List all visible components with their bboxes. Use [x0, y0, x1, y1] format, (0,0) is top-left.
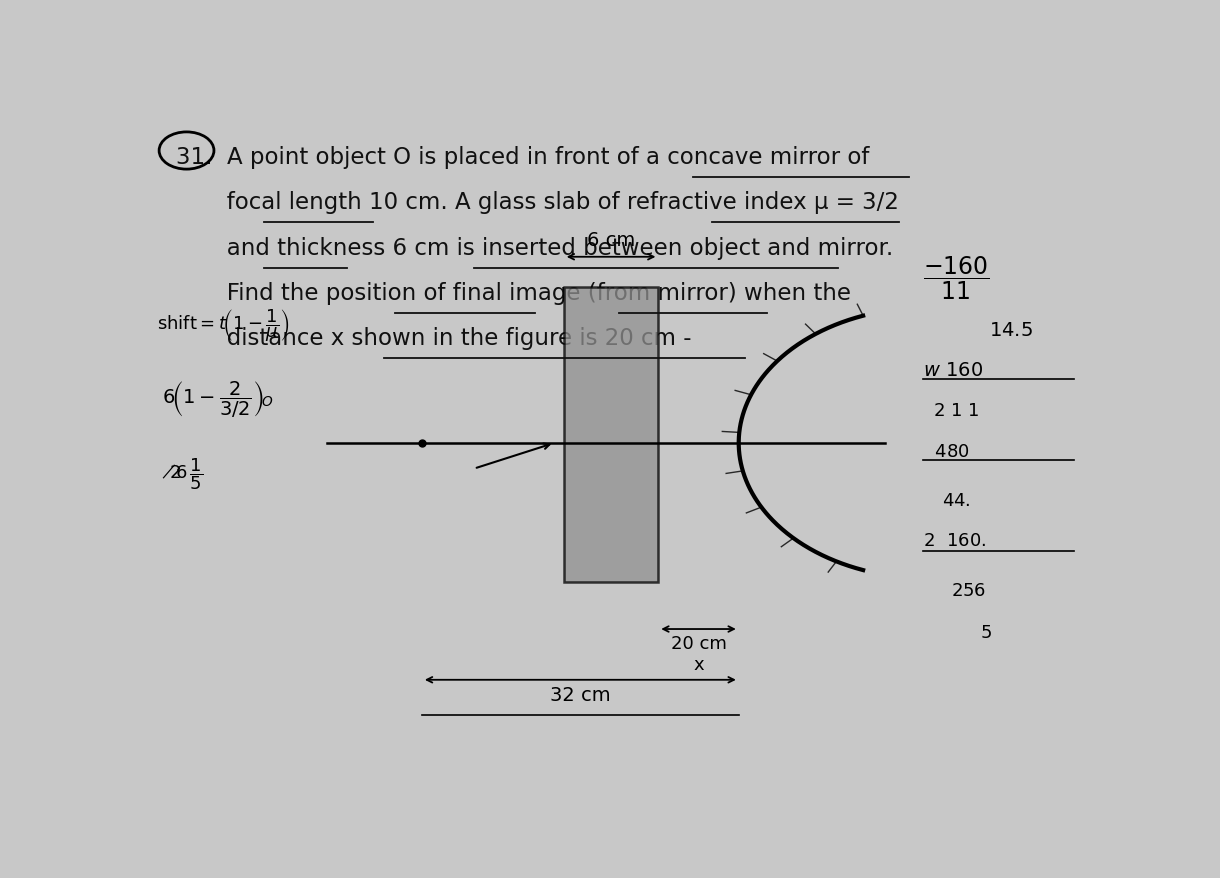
Text: 6 cm: 6 cm: [587, 230, 636, 249]
Text: $\dfrac{-160}{11}$: $\dfrac{-160}{11}$: [924, 254, 989, 301]
Text: Find the position of final image (from mirror) when the: Find the position of final image (from m…: [176, 282, 852, 305]
Text: 31.  A point object O is placed in front of a concave mirror of: 31. A point object O is placed in front …: [176, 146, 870, 169]
Bar: [564, 288, 659, 582]
Text: $44.$: $44.$: [942, 492, 971, 510]
Text: $256$: $256$: [952, 582, 987, 600]
Text: 20 cm: 20 cm: [671, 635, 726, 652]
Text: $5$: $5$: [980, 623, 992, 642]
Text: $2\ \ 160.$: $2\ \ 160.$: [924, 532, 986, 550]
Text: 32 cm: 32 cm: [550, 686, 611, 704]
Text: x: x: [693, 655, 704, 673]
Text: distance x shown in the figure is 20 cm -: distance x shown in the figure is 20 cm …: [176, 327, 692, 350]
Text: $\mathrm{shift} = t\!\left(1-\dfrac{1}{\mu}\right)$: $\mathrm{shift} = t\!\left(1-\dfrac{1}{\…: [157, 306, 290, 343]
Text: focal length 10 cm. A glass slab of refractive index μ = 3/2: focal length 10 cm. A glass slab of refr…: [176, 191, 899, 214]
Text: and thickness 6 cm is inserted between object and mirror.: and thickness 6 cm is inserted between o…: [176, 236, 893, 260]
Text: $2\!\!\not{6}\,\dfrac{1}{5}$: $2\!\!\not{6}\,\dfrac{1}{5}$: [162, 456, 203, 492]
Text: $6\!\left(1-\dfrac{2}{3/2}\right)_{\!O}$: $6\!\left(1-\dfrac{2}{3/2}\right)_{\!O}$: [162, 379, 274, 420]
Text: $w\ 160$: $w\ 160$: [924, 361, 983, 380]
Text: $2\ 1\ 1$: $2\ 1\ 1$: [932, 402, 978, 420]
Text: $14.5$: $14.5$: [989, 320, 1033, 339]
Text: $\ \ 480$: $\ \ 480$: [924, 443, 970, 460]
